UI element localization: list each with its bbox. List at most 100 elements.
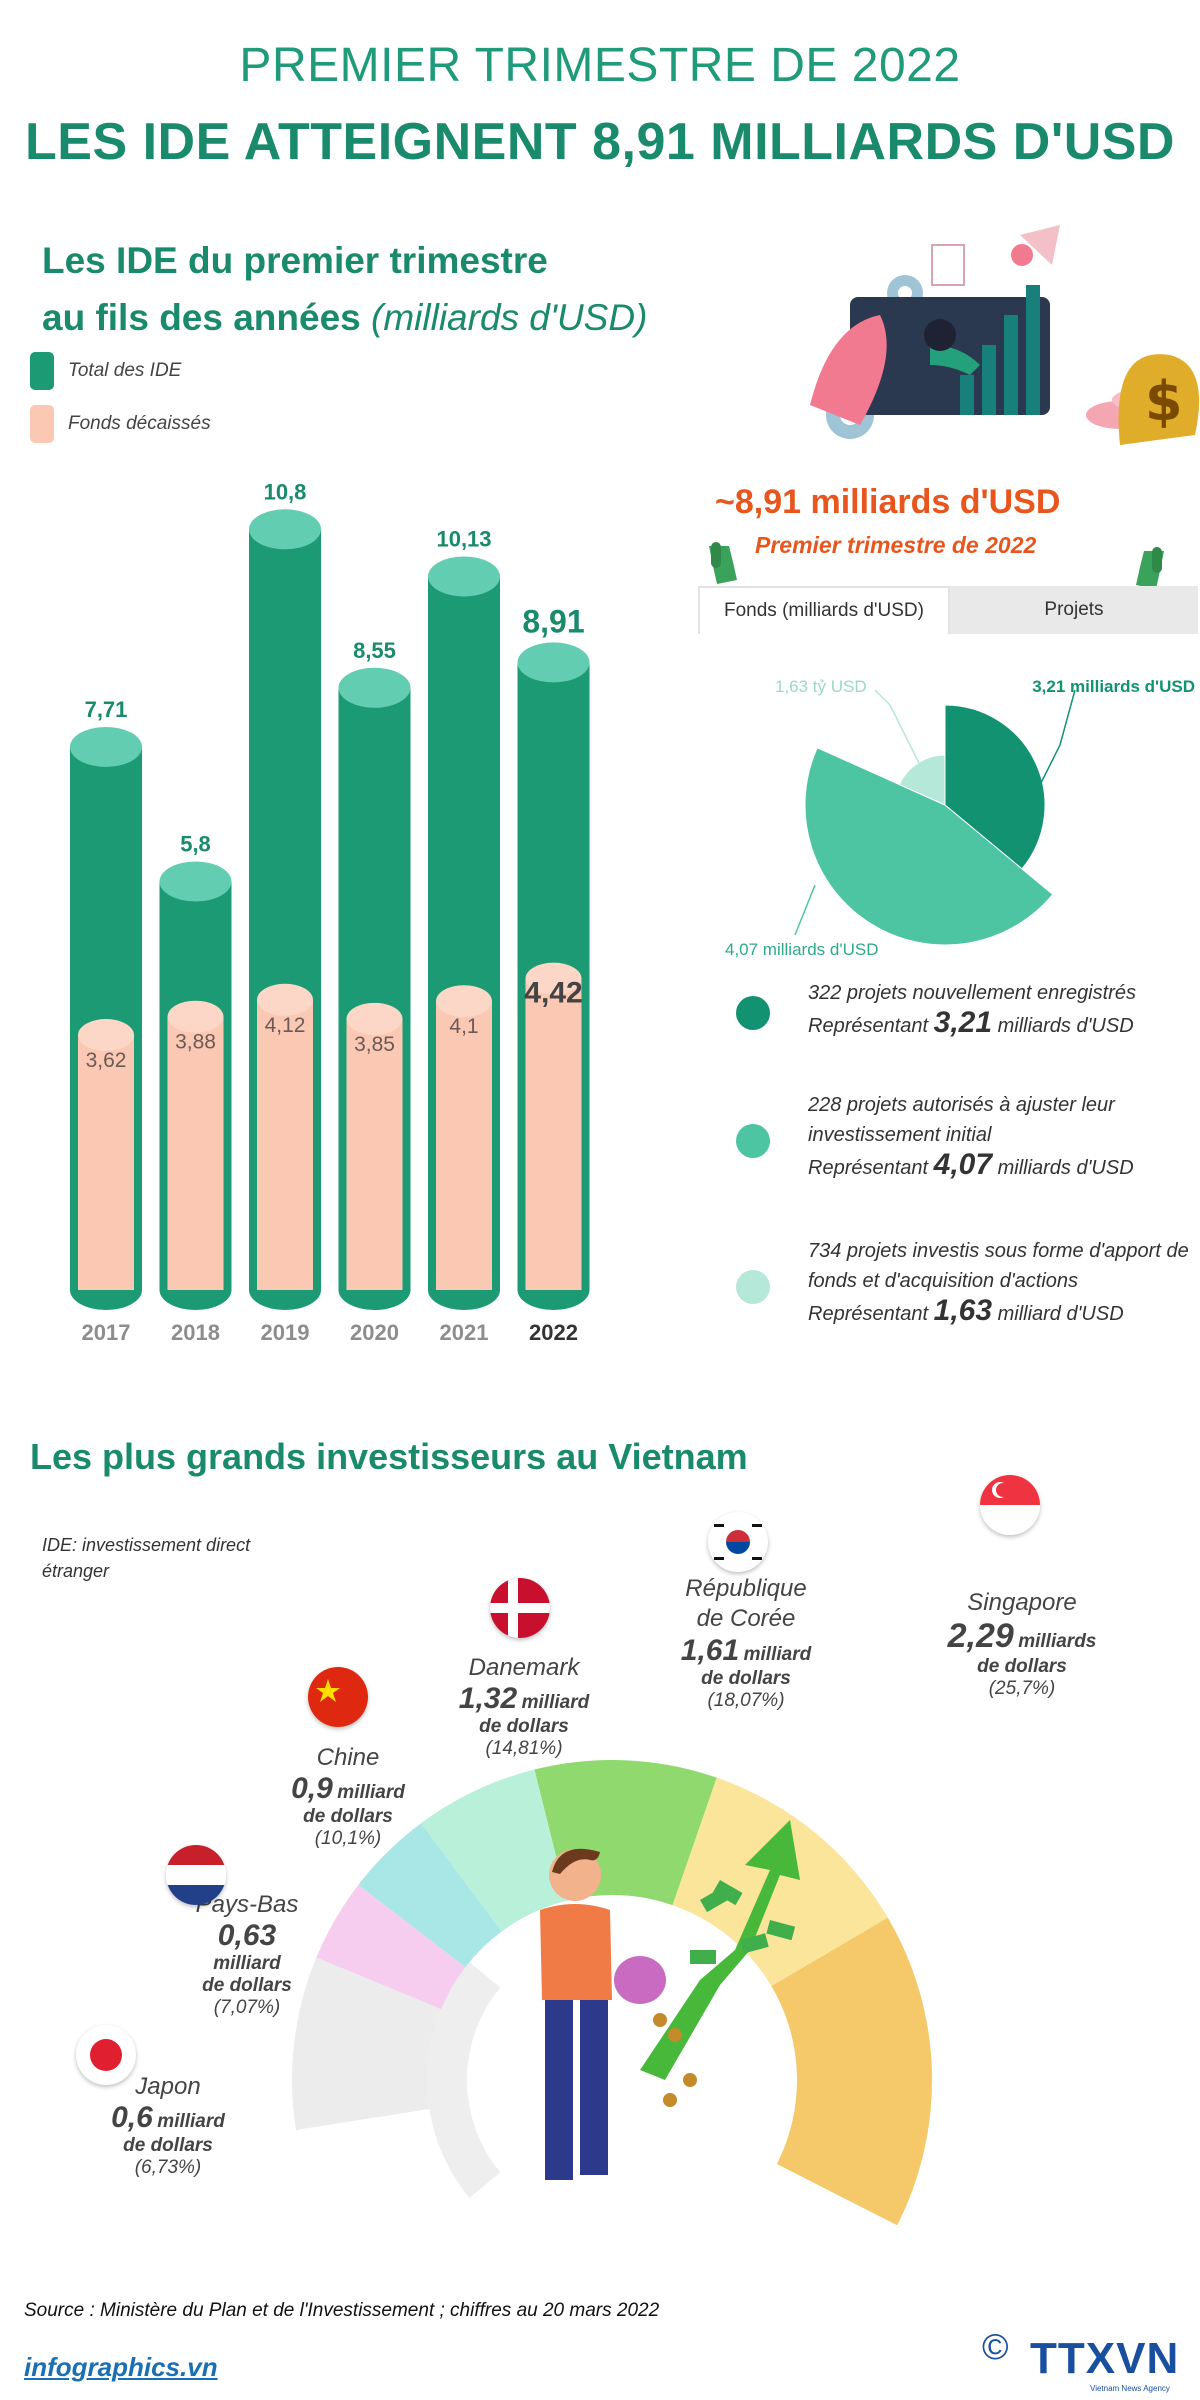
- svg-text:$: $: [1145, 370, 1183, 433]
- agency-logo: TTXVN: [1030, 2334, 1180, 2383]
- bar-disbursed-label: 4,1: [449, 1015, 478, 1038]
- hero-value: ~8,91 milliards d'USD: [715, 483, 1061, 521]
- pie-legend-dot: [736, 1124, 770, 1158]
- bar-disbursed-top: [78, 1019, 134, 1052]
- site-link[interactable]: infographics.vn: [24, 2352, 218, 2382]
- pointing-hand-right-icon: [1136, 547, 1164, 589]
- bar-group-2019: 10,8 4,12 2019: [249, 479, 321, 1340]
- bar-total-top: [428, 556, 500, 597]
- pie-leader-new: [1039, 689, 1076, 786]
- banknote-icon: [690, 1950, 716, 1964]
- coin-icon: [653, 2013, 667, 2027]
- watering-can-icon: [614, 1956, 666, 2004]
- arc-segment-Singapore: [771, 1917, 933, 2226]
- investors-title: Les plus grands investisseurs au Vietnam: [30, 1436, 748, 1477]
- legend-disbursed-label: Fonds décaissés: [68, 413, 211, 435]
- china-flag-icon: [308, 1667, 368, 1727]
- bar-disbursed-label: 3,88: [175, 1031, 216, 1054]
- x-tick-label: 2022: [529, 1320, 578, 1340]
- document-icon: [931, 244, 965, 286]
- banknote-icon: [740, 1933, 769, 1954]
- x-tick-label: 2018: [171, 1320, 220, 1340]
- bar-disbursed-2017: [78, 1035, 134, 1290]
- bar-total-label: 8,55: [353, 638, 396, 663]
- person-hair: [552, 1848, 600, 1874]
- x-tick-label: 2017: [82, 1320, 131, 1340]
- x-tick-label: 2021: [440, 1320, 489, 1340]
- pointing-hand-left-icon: [709, 542, 737, 584]
- bar-group-2018: 5,8 3,88 2018: [159, 831, 232, 1340]
- pie-legend-line1: 228 projets autorisés à ajuster leur inv…: [808, 1094, 1115, 1146]
- banknote-icon: [766, 1919, 796, 1941]
- tab-bar: Fonds (milliards d'USD) Projets: [698, 586, 1198, 634]
- bar-disbursed-top: [167, 1000, 224, 1033]
- netherlands-flag-icon: [166, 1845, 226, 1905]
- growth-arrow-icon: [640, 1820, 800, 2080]
- pie-label-adjust: 4,07 milliards d'USD: [725, 940, 878, 959]
- bar-chart-unit: (milliards d'USD): [371, 297, 648, 338]
- bubble-danemark: Danemark 1,32 milliard de dollars (14,81…: [458, 1654, 590, 1759]
- money-bag-icon: [1118, 354, 1200, 445]
- singapore-flag-icon: [980, 1475, 1040, 1535]
- investor-person-illustration: [540, 1820, 800, 2180]
- bar-disbursed-label: 4,42: [524, 977, 582, 1010]
- source-note: Source : Ministère du Plan et de l'Inves…: [24, 2300, 660, 2321]
- bar-chart-title: Les IDE du premier trimestre au fils des…: [42, 232, 647, 346]
- pie-legend-dot: [736, 996, 770, 1030]
- bar-total-top: [159, 861, 232, 902]
- arc-segment-Chine: [421, 1769, 568, 1932]
- bar-disbursed-top: [525, 962, 582, 995]
- bar-total-label: 7,71: [85, 697, 128, 722]
- bubble-japon: Japon 0,6 milliard de dollars (6,73%): [111, 2073, 225, 2178]
- legend-total: Total des IDE: [30, 352, 181, 390]
- bar-disbursed-2022: [525, 978, 582, 1290]
- agency-subtitle: Vietnam News Agency: [1090, 2384, 1170, 2393]
- hero-subtitle: Premier trimestre de 2022: [755, 532, 1037, 558]
- arc-grey-segment: [291, 1957, 442, 2131]
- page-title: LES IDE ATTEIGNENT 8,91 MILLIARDS D'USD: [25, 113, 1175, 171]
- pie-slice-0: [944, 704, 1046, 870]
- pie-legend-dot: [736, 1270, 770, 1304]
- investors-arc-chart: [291, 1760, 933, 2226]
- bar-group-2020: 8,55 3,85 2020: [338, 638, 411, 1340]
- x-tick-label: 2020: [350, 1320, 399, 1340]
- handshake-arm: [930, 345, 980, 375]
- pie-legend-line1: 734 projets investis sous forme d'apport…: [808, 1240, 1189, 1292]
- legend-total-label: Total des IDE: [68, 360, 182, 382]
- person-shirt: [540, 1904, 612, 2000]
- bar-disbursed-label: 3,62: [86, 1049, 127, 1072]
- fdi-pie-chart: 3,21 milliards d'USD 4,07 milliards d'USD…: [725, 677, 1195, 959]
- copyright-icon: ©: [982, 2326, 1009, 2367]
- page-subtitle: PREMIER TRIMESTRE DE 2022: [239, 39, 961, 92]
- pie-slice-2: [898, 754, 946, 806]
- pie-label-new: 3,21 milliards d'USD: [1032, 677, 1195, 696]
- ide-note: IDE: investissement direct étranger: [42, 1535, 251, 1581]
- arc-segment-Japon: [316, 1884, 466, 2010]
- tab-funds[interactable]: Fonds (milliards d'USD): [698, 586, 950, 634]
- japan-flag-icon: [76, 2025, 136, 2085]
- person-leg: [580, 2000, 608, 2175]
- bar-disbursed-2018: [167, 1016, 224, 1290]
- bar-group-2021: 10,13 4,1 2021: [428, 526, 500, 1340]
- bubble-pays-bas: Pays-Bas 0,63 milliard de dollars (7,07%…: [195, 1891, 299, 2018]
- bar-disbursed-top: [257, 983, 313, 1016]
- bar-disbursed-top: [436, 985, 492, 1018]
- arc-segment-République de Corée: [672, 1777, 888, 1987]
- korea-flag-icon: [708, 1512, 768, 1572]
- bar-disbursed-label: 3,85: [354, 1033, 395, 1056]
- bar-total-top: [517, 642, 590, 683]
- banknote-icon: [713, 1880, 743, 1906]
- pie-legend-amount: 4,07: [933, 1148, 993, 1181]
- legend-total-swatch: [30, 352, 54, 390]
- tab-projects[interactable]: Projets: [950, 586, 1198, 634]
- bubble-coree: République de Corée 1,61 milliard de dol…: [680, 1575, 812, 1711]
- bar-disbursed-2021: [436, 1001, 492, 1290]
- pie-slice-1: [804, 747, 1054, 946]
- bar-total-top: [249, 509, 321, 550]
- bar-chart-title-line2: au fils des années: [42, 297, 361, 338]
- denmark-flag-icon: [490, 1578, 550, 1638]
- coin-icon: [683, 2073, 697, 2087]
- pie-legend-amount: 1,63: [933, 1294, 993, 1327]
- growth-arrow-icon: [1020, 225, 1060, 265]
- person-leg: [545, 2000, 573, 2180]
